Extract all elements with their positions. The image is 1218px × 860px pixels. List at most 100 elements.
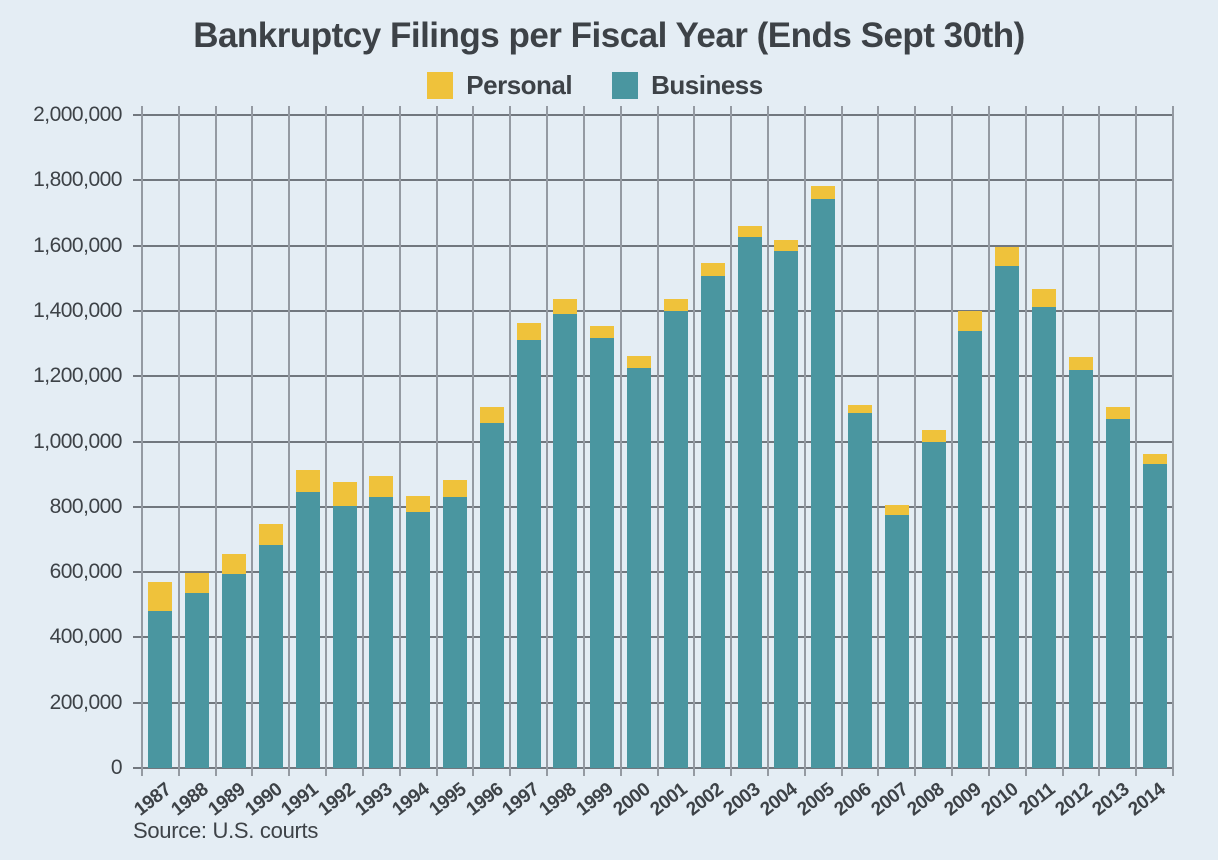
gridline-y-800000: [133, 505, 1173, 508]
legend-item-personal: Personal: [427, 69, 573, 101]
bar-2011-business-segment: [1032, 306, 1057, 768]
y-tick-label: 200,000: [49, 690, 123, 714]
x-tick-label-2008: 2008: [903, 779, 949, 821]
gridline-y-600000: [133, 571, 1173, 574]
bar-1997-business-segment: [516, 340, 541, 768]
bar-1999: [590, 325, 615, 768]
x-tick-label-1996: 1996: [462, 779, 507, 821]
bar-2014-business-segment: [1142, 463, 1167, 768]
x-tick-label-2014: 2014: [1124, 779, 1170, 821]
x-tick-label-2006: 2006: [830, 779, 875, 821]
bar-2005: [811, 186, 836, 768]
bar-2006: [848, 405, 873, 768]
x-tick-label-2012: 2012: [1051, 779, 1096, 821]
gridline-x-15: [693, 106, 696, 776]
bar-2010-personal-segment: [995, 246, 1020, 267]
gridline-x-19: [840, 106, 843, 776]
bar-1992-personal-segment: [332, 481, 357, 506]
bar-2002-personal-segment: [700, 262, 725, 276]
bar-2009: [958, 310, 983, 768]
x-tick-label-2011: 2011: [1015, 779, 1060, 820]
y-tick-label: 1,000,000: [33, 429, 122, 453]
bar-2002: [700, 262, 725, 768]
x-tick-label-1999: 1999: [572, 779, 618, 821]
bar-1997: [516, 322, 541, 768]
gridline-x-9: [472, 106, 475, 776]
bar-1995-business-segment: [442, 497, 467, 768]
bar-1995: [442, 480, 467, 768]
gridline-x-22: [951, 106, 954, 776]
bar-1991-personal-segment: [295, 469, 320, 492]
bar-2010: [995, 246, 1020, 768]
x-tick-label-1993: 1993: [351, 779, 397, 821]
gridline-x-12: [582, 106, 585, 776]
bar-2005-personal-segment: [811, 186, 836, 199]
gridline-x-26: [1098, 106, 1101, 776]
source-note: Source: U.S. courts: [133, 818, 319, 843]
x-tick-label-1988: 1988: [167, 779, 213, 821]
bar-1988-business-segment: [185, 593, 210, 768]
bar-2013-business-segment: [1105, 418, 1130, 768]
bar-2006-business-segment: [848, 413, 873, 768]
gridline-x-2: [214, 106, 217, 776]
bar-1998-business-segment: [553, 313, 578, 768]
x-tick-label-2004: 2004: [756, 779, 802, 821]
x-tick-label-1998: 1998: [535, 779, 581, 821]
bar-2012: [1068, 357, 1093, 768]
bar-2009-business-segment: [958, 330, 983, 768]
x-tick-label-2009: 2009: [940, 779, 986, 821]
gridline-y-1200000: [133, 375, 1173, 378]
bar-2007: [884, 504, 909, 768]
gridline-y-1000000: [133, 440, 1173, 443]
bar-1989-business-segment: [222, 574, 247, 768]
x-tick-label-2005: 2005: [793, 779, 839, 821]
bar-2000-business-segment: [627, 368, 652, 768]
x-tick-label-2003: 2003: [719, 779, 765, 821]
bar-1988: [185, 572, 210, 768]
bar-2004-business-segment: [774, 251, 799, 768]
bar-2003: [737, 225, 762, 768]
x-tick-label-1994: 1994: [388, 779, 434, 821]
gridline-x-5: [325, 106, 328, 776]
x-tick-label-1995: 1995: [425, 779, 470, 821]
gridline-x-27: [1135, 106, 1138, 776]
x-tick-label-1992: 1992: [314, 779, 360, 821]
legend-label-business: Business: [651, 69, 763, 100]
bar-1992: [332, 481, 357, 768]
bar-1991: [295, 469, 320, 768]
gridline-y-1400000: [133, 309, 1173, 312]
legend-swatch-personal-icon: [427, 71, 454, 99]
x-tick-label-2000: 2000: [609, 779, 655, 821]
bar-1994-personal-segment: [406, 495, 431, 513]
bar-2003-business-segment: [737, 237, 762, 768]
bar-2002-business-segment: [700, 275, 725, 768]
legend-label-personal: Personal: [466, 69, 573, 100]
bar-2001: [663, 298, 688, 768]
bar-2003-personal-segment: [737, 225, 762, 238]
y-tick-label: 600,000: [49, 560, 123, 584]
y-tick-label: 1,800,000: [33, 168, 122, 192]
y-tick-label: 1,600,000: [33, 233, 122, 257]
x-tick-label-1987: 1987: [130, 779, 176, 821]
gridline-x-20: [877, 106, 880, 776]
bar-2004: [774, 239, 799, 768]
bar-2009-personal-segment: [958, 310, 983, 331]
bar-2013-personal-segment: [1105, 406, 1130, 419]
bar-2012-business-segment: [1068, 370, 1093, 768]
y-tick-label: 800,000: [49, 494, 123, 518]
legend-item-business: Business: [612, 70, 763, 101]
bar-1990-personal-segment: [258, 524, 283, 546]
x-tick-label-2013: 2013: [1088, 779, 1133, 821]
y-tick-label: 400,000: [49, 625, 123, 649]
bar-2006-personal-segment: [848, 405, 873, 414]
y-tick-label: 2,000,000: [33, 103, 122, 126]
x-tick-label-2010: 2010: [977, 779, 1023, 821]
bar-1987: [148, 581, 173, 768]
bar-1990-business-segment: [258, 545, 283, 768]
bar-1999-business-segment: [590, 338, 615, 768]
bar-1998: [553, 299, 578, 768]
x-tick-label-2002: 2002: [682, 779, 728, 821]
x-tick-label-1989: 1989: [204, 779, 249, 821]
bar-1990: [258, 524, 283, 768]
gridline-x-17: [766, 106, 769, 776]
